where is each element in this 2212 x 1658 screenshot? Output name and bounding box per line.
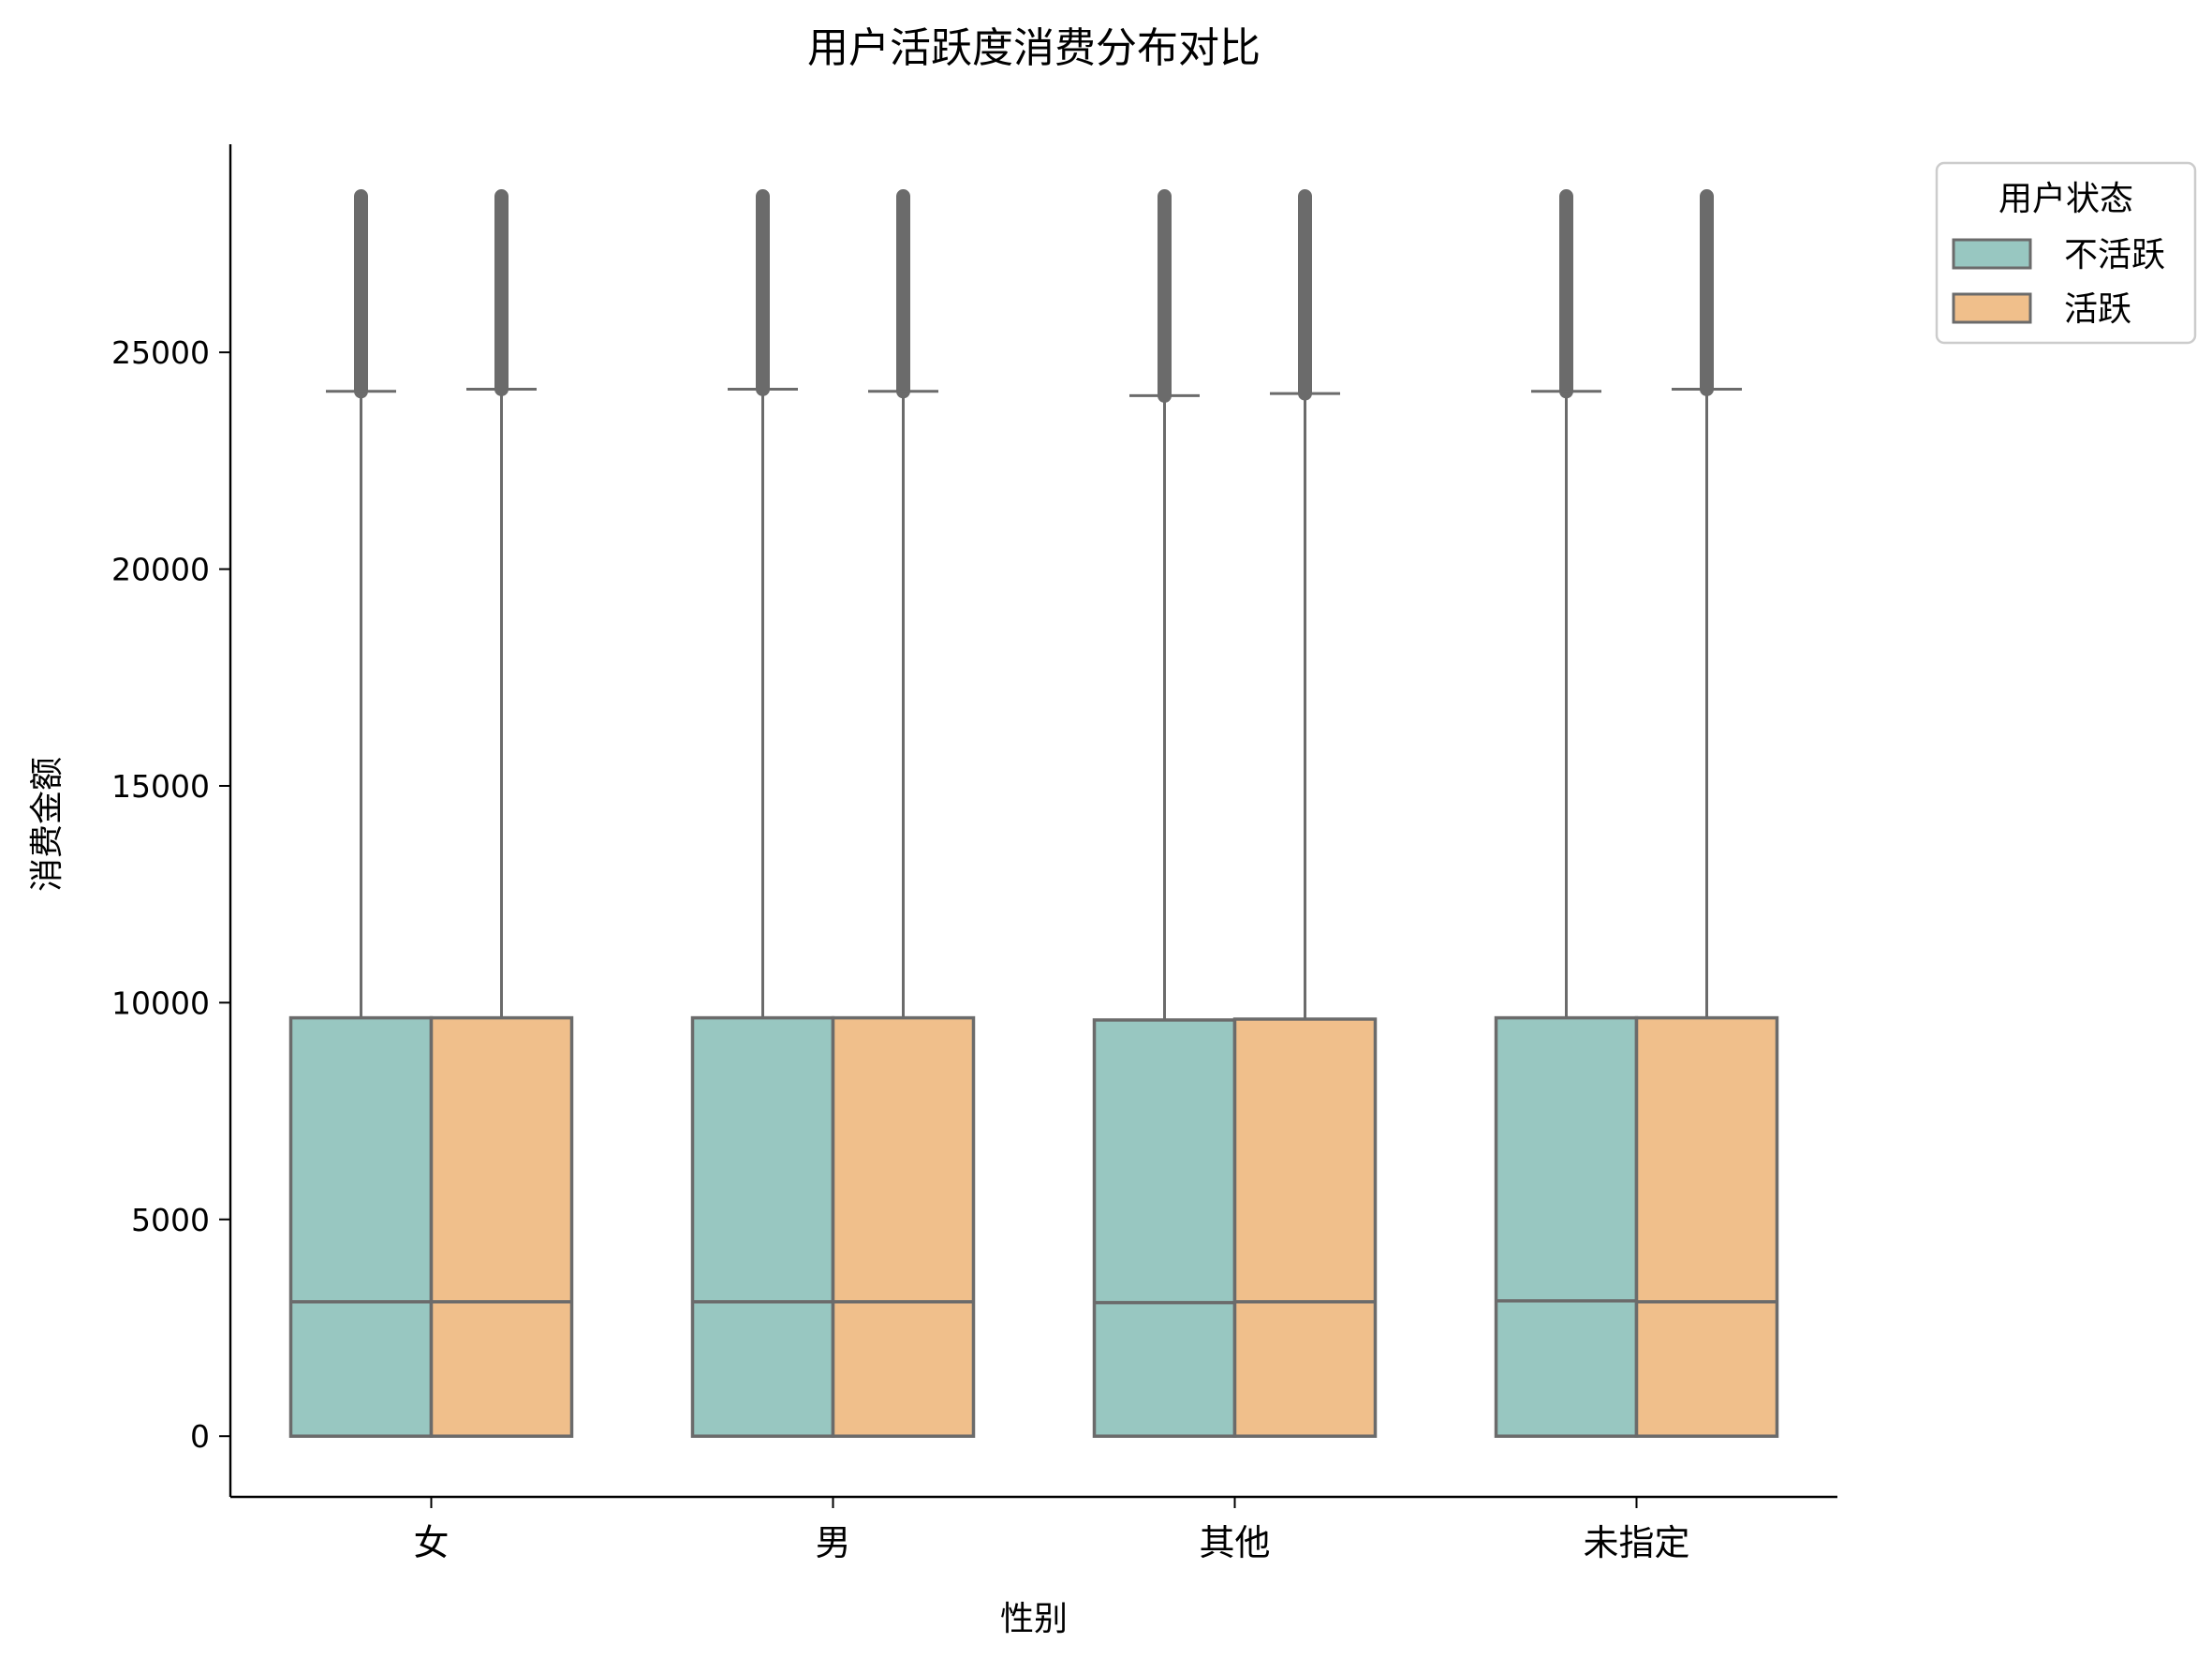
box-不活跃-女 bbox=[288, 189, 434, 1438]
y-tick-label: 15000 bbox=[111, 768, 210, 805]
box-活跃-其他 bbox=[1232, 189, 1378, 1438]
x-tick-label: 其他 bbox=[1199, 1522, 1270, 1563]
legend-label: 活跃 bbox=[2064, 290, 2131, 329]
x-tick-label: 未指定 bbox=[1583, 1522, 1689, 1563]
y-tick-label: 10000 bbox=[111, 984, 210, 1021]
box-活跃-男 bbox=[831, 189, 976, 1438]
box-body bbox=[1634, 1015, 1779, 1438]
y-axis-label: 消费金额 bbox=[28, 757, 66, 892]
legend-title: 用户状态 bbox=[1998, 180, 2133, 218]
legend-swatch-不活跃 bbox=[1952, 238, 2032, 270]
box-body bbox=[1092, 1018, 1237, 1438]
box-不活跃-男 bbox=[690, 189, 835, 1438]
box-body bbox=[288, 1015, 434, 1438]
box-活跃-女 bbox=[429, 189, 574, 1438]
y-tick-label: 5000 bbox=[131, 1202, 210, 1238]
box-不活跃-其他 bbox=[1092, 189, 1237, 1438]
box-body bbox=[831, 1015, 976, 1438]
x-tick-label: 男 bbox=[815, 1522, 850, 1563]
y-tick-label: 25000 bbox=[111, 334, 210, 371]
box-body bbox=[429, 1015, 574, 1438]
chart-title: 用户活跃度消费分布对比 bbox=[807, 24, 1261, 72]
box-body bbox=[1494, 1015, 1639, 1438]
box-body bbox=[690, 1015, 835, 1438]
legend-swatch-活跃 bbox=[1952, 292, 2032, 324]
y-tick-label: 0 bbox=[190, 1418, 210, 1455]
x-tick-label: 女 bbox=[413, 1522, 449, 1563]
box-不活跃-未指定 bbox=[1494, 189, 1639, 1438]
y-tick-label: 20000 bbox=[111, 552, 210, 588]
plot-area: 0 5000 10000 15000 20000 25000 女 男 其他 未指定 bbox=[111, 144, 1837, 1563]
x-axis-label: 性别 bbox=[1000, 1600, 1068, 1638]
legend-label: 不活跃 bbox=[2064, 236, 2165, 274]
box-活跃-未指定 bbox=[1634, 189, 1779, 1438]
box-body bbox=[1232, 1017, 1378, 1438]
